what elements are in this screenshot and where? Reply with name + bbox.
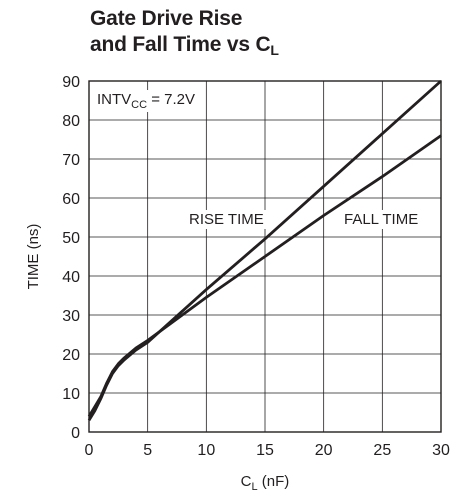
x-tick-label: 15 <box>256 442 274 459</box>
x-tick-labels: 0 5 10 15 20 25 30 <box>85 442 450 459</box>
plot-frame <box>88 80 442 433</box>
y-tick-label: 0 <box>71 425 80 442</box>
chart-title-line-2-text: and Fall Time vs C <box>90 33 271 56</box>
series-line-fall-time <box>87 134 442 418</box>
y-tick-label: 80 <box>62 113 80 130</box>
y-tick-label: 30 <box>62 308 80 325</box>
fall-time-label: FALL TIME <box>344 211 418 228</box>
y-tick-label: 60 <box>62 191 80 208</box>
x-axis-label-subscript: L <box>252 481 258 493</box>
x-tick-label: 0 <box>85 442 94 459</box>
supply-annotation: INTVCC = 7.2V <box>97 91 195 111</box>
y-axis-label: TIME (ns) <box>25 224 42 290</box>
x-tick-label: 5 <box>143 442 152 459</box>
annotation-background <box>94 90 199 112</box>
x-axis-label: CL (nF) <box>241 473 290 493</box>
annotation-suffix: = 7.2V <box>147 91 195 108</box>
x-tick-label: 10 <box>197 442 215 459</box>
y-tick-label: 70 <box>62 152 80 169</box>
x-tick-label: 20 <box>315 442 333 459</box>
chart-title-line-2: and Fall Time vs CL <box>90 32 279 58</box>
x-tick-label: 25 <box>373 442 391 459</box>
y-tick-label: 20 <box>62 347 80 364</box>
y-tick-label: 50 <box>62 230 80 247</box>
y-tick-label: 90 <box>62 74 80 91</box>
x-axis-label-unit: (nF) <box>258 473 290 490</box>
x-axis-label-main: C <box>241 473 252 490</box>
x-tick-label: 30 <box>432 442 450 459</box>
rise-time-label-background <box>186 210 267 229</box>
annotation-subscript: CC <box>131 99 147 111</box>
y-tick-label: 10 <box>62 386 80 403</box>
annotation-prefix: INTV <box>97 91 131 108</box>
grid <box>89 81 441 432</box>
series-lines <box>87 79 442 422</box>
chart-title-line-1: Gate Drive Rise <box>90 7 243 30</box>
fall-time-label-background <box>341 210 422 229</box>
y-tick-labels: 0 10 20 30 40 50 60 70 80 90 <box>62 74 80 442</box>
y-tick-label: 40 <box>62 269 80 286</box>
rise-time-label: RISE TIME <box>189 211 264 228</box>
chart-title-subscript: L <box>270 42 279 58</box>
chart-title: Gate Drive Rise and Fall Time vs CL <box>90 6 279 58</box>
